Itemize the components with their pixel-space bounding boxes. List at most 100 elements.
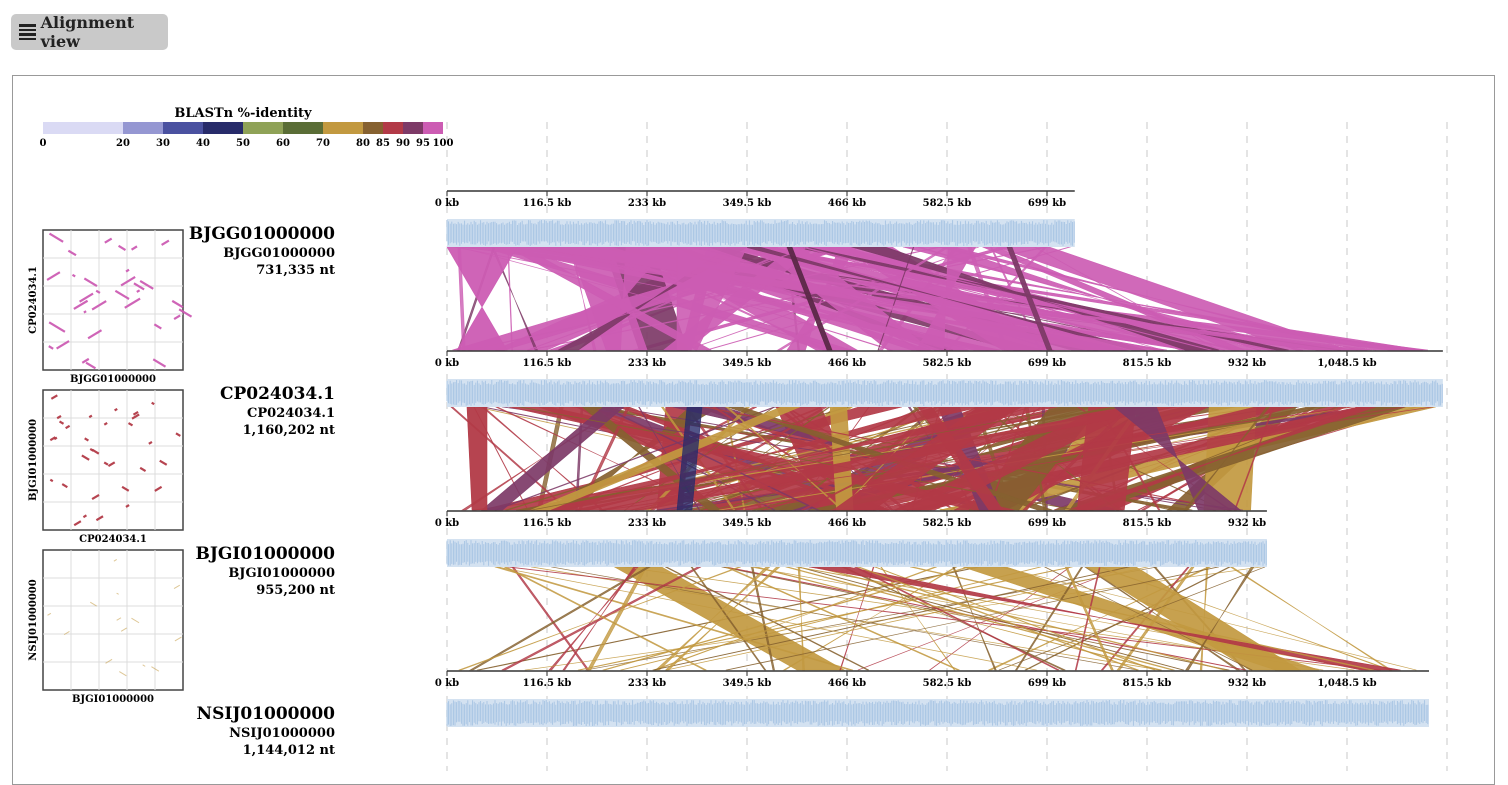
axis-tick-label: 699 kb bbox=[1028, 678, 1066, 689]
axis-tick-label: 233 kb bbox=[628, 518, 666, 529]
genome-labels: BJGG01000000 BJGG01000000 731,335 nt CP0240… bbox=[189, 224, 335, 758]
genome-accession: CP024034.1 bbox=[247, 406, 335, 421]
dotplot-segment bbox=[130, 245, 138, 251]
legend-tick-label: 70 bbox=[316, 138, 330, 149]
axis-tick-label: 932 kb bbox=[1228, 678, 1266, 689]
dotplot-segment bbox=[125, 504, 130, 508]
dotplot-segment bbox=[178, 308, 193, 318]
genome-axes: 0 kb 116.5 kb 233 kb 349.5 kb 466 kb 582.5 kb… bbox=[435, 190, 1443, 689]
dotplot-x-label: BJGG01000000 bbox=[70, 374, 156, 385]
legend-swatch bbox=[363, 122, 383, 134]
dotplot-segment bbox=[47, 612, 52, 616]
legend-tick-label: 90 bbox=[396, 138, 410, 149]
dotplot-segment bbox=[67, 249, 77, 257]
axis-tick-label: 466 kb bbox=[828, 198, 866, 209]
dotplot-segment bbox=[116, 592, 119, 595]
axis-tick-label: 0 kb bbox=[435, 358, 459, 369]
axis-tick-label: 349.5 kb bbox=[723, 358, 772, 369]
dotplot-segment bbox=[83, 277, 98, 287]
dotplot-segment bbox=[159, 459, 168, 466]
dotplot-segment bbox=[48, 345, 54, 350]
dotplot: BJGI01000000 NSIJ01000000 bbox=[28, 549, 184, 705]
legend-swatch bbox=[323, 122, 363, 134]
legend-swatch bbox=[43, 122, 123, 134]
alignment-panel: BLASTn %-identity 0 20 30 40 50 60 70 80 85 90 95 1… bbox=[12, 75, 1495, 785]
dotplot-segment bbox=[79, 292, 94, 303]
dotplot-segment bbox=[136, 289, 141, 293]
dotplot-segment bbox=[171, 299, 184, 309]
alignment-canvas[interactable]: BLASTn %-identity 0 20 30 40 50 60 70 80 85 90 95 1… bbox=[13, 76, 1496, 771]
gene-features bbox=[446, 700, 1429, 726]
alignment-view-label: Alignment view bbox=[40, 13, 135, 51]
dotplot-segment bbox=[88, 414, 93, 419]
axis-tick-label: 466 kb bbox=[828, 518, 866, 529]
dotplot-segment bbox=[58, 420, 65, 425]
dotplot-segment bbox=[84, 437, 89, 442]
dotplot-segment bbox=[124, 297, 141, 309]
axis-tick-label: 815.5 kb bbox=[1123, 678, 1172, 689]
genome-title: NSIJ01000000 bbox=[197, 704, 336, 724]
dotplot-segment bbox=[120, 276, 136, 287]
axis-tick-label: 1,048.5 kb bbox=[1317, 358, 1376, 369]
dotplot-segment bbox=[153, 323, 162, 330]
gene-track bbox=[446, 699, 1429, 727]
dotplot-segment bbox=[107, 461, 116, 468]
axis-tick-label: 116.5 kb bbox=[523, 678, 572, 689]
dotplot-segment bbox=[114, 407, 118, 412]
genome-title: BJGI01000000 bbox=[195, 544, 335, 564]
axis-tick-label: 815.5 kb bbox=[1123, 358, 1172, 369]
dotplot-segment bbox=[49, 478, 54, 483]
dotplot-segment bbox=[56, 340, 70, 350]
axis-tick-label: 699 kb bbox=[1028, 358, 1066, 369]
alignment-view-button[interactable]: Alignment view bbox=[11, 13, 168, 51]
dotplots[interactable]: BJGG01000000 CP024034.1 CP024034.1 BJGI0100… bbox=[28, 229, 193, 705]
axis-tick-label: 349.5 kb bbox=[723, 518, 772, 529]
axis-tick-label: 349.5 kb bbox=[723, 678, 772, 689]
legend-swatch bbox=[163, 122, 203, 134]
dotplot-segment bbox=[85, 361, 97, 370]
dotplot-segment bbox=[50, 394, 58, 400]
legend-tick-label: 20 bbox=[116, 138, 130, 149]
dotplot-segment bbox=[114, 289, 130, 300]
axis-tick-label: 699 kb bbox=[1028, 518, 1066, 529]
legend-tick-label: 95 bbox=[416, 138, 430, 149]
legend-swatch bbox=[123, 122, 163, 134]
dotplot-frame bbox=[42, 549, 184, 691]
dotplot-segment bbox=[82, 514, 87, 519]
gene-track bbox=[446, 539, 1267, 567]
legend-swatch bbox=[403, 122, 423, 134]
dotplot-segment bbox=[91, 493, 100, 501]
gene-tracks[interactable] bbox=[446, 219, 1443, 727]
dotplot-x-label: CP024034.1 bbox=[79, 534, 147, 545]
dotplot-segment bbox=[154, 485, 163, 492]
genome-title: BJGG01000000 bbox=[189, 224, 335, 244]
dotplot: CP024034.1 BJGI01000000 bbox=[28, 389, 184, 545]
axis-tick-label: 582.5 kb bbox=[923, 198, 972, 209]
legend-swatch bbox=[283, 122, 323, 134]
dotplot-x-label: BJGI01000000 bbox=[72, 694, 154, 705]
genome-length: 1,160,202 nt bbox=[243, 423, 335, 438]
dotplot-segment bbox=[91, 300, 107, 311]
dotplot-segment bbox=[48, 232, 64, 243]
genome-length: 1,144,012 nt bbox=[243, 743, 335, 758]
dotplot-segment bbox=[121, 485, 130, 492]
dotplot-segment bbox=[73, 299, 89, 310]
dotplot-segment bbox=[65, 424, 71, 430]
axis-tick-label: 233 kb bbox=[628, 358, 666, 369]
alignment-ribbons[interactable] bbox=[446, 246, 1436, 671]
dotplot-segment bbox=[133, 282, 145, 291]
dotplot-segment bbox=[53, 436, 58, 441]
legend-tick-label: 40 bbox=[196, 138, 210, 149]
dotplot-segment bbox=[56, 415, 62, 420]
axis-tick-label: 815.5 kb bbox=[1123, 518, 1172, 529]
legend-swatch bbox=[383, 122, 403, 134]
dotplot-y-label: BJGI01000000 bbox=[28, 419, 39, 501]
dotplot-frame bbox=[42, 229, 184, 371]
dotplot-segment bbox=[105, 658, 113, 664]
dotplot-segment bbox=[87, 329, 103, 340]
dotplot-segment bbox=[131, 617, 140, 624]
legend-swatch bbox=[423, 122, 443, 134]
dotplot-segment bbox=[61, 483, 68, 489]
dotplot-segment bbox=[173, 584, 181, 590]
dotplot-segment bbox=[161, 239, 170, 246]
